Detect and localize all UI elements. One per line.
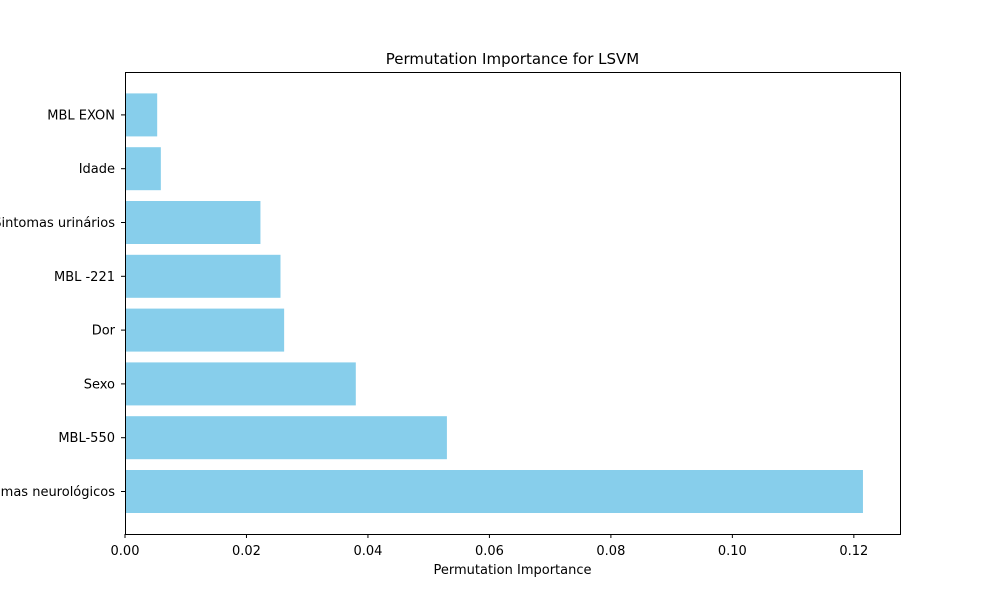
x-tick-label: 0.12 <box>839 544 868 559</box>
y-tick-label: MBL-550 <box>58 431 115 446</box>
plot-frame <box>125 72 901 535</box>
x-axis-label: Permutation Importance <box>434 563 592 578</box>
bar-1 <box>125 416 447 460</box>
x-tick-label: 0.08 <box>596 544 625 559</box>
y-tick-label: Sintomas neurológicos <box>0 485 115 500</box>
bar-3 <box>125 308 285 352</box>
bar-2 <box>125 362 356 406</box>
bar-6 <box>125 147 161 191</box>
bar-7 <box>125 93 158 137</box>
x-tick-label: 0.10 <box>718 544 747 559</box>
x-tick-label: 0.04 <box>353 544 382 559</box>
bar-4 <box>125 254 281 298</box>
y-tick-label: Sexo <box>84 377 115 392</box>
y-axis: Sintomas neurológicos MBL-550 Sexo Dor MBL -… <box>0 108 125 500</box>
bar-0 <box>125 470 863 513</box>
y-tick-label: Sintomas urinários <box>0 216 115 231</box>
x-tick-label: 0.06 <box>475 544 504 559</box>
y-tick-label: MBL -221 <box>54 270 115 285</box>
x-tick-label: 0.02 <box>232 544 261 559</box>
y-tick-label: Idade <box>79 162 115 177</box>
y-tick-label: MBL EXON <box>47 108 115 123</box>
bar-5 <box>125 201 261 244</box>
bars-layer <box>125 93 863 513</box>
x-tick-label: 0.00 <box>111 544 140 559</box>
x-axis: 0.00 0.02 0.04 0.06 0.08 0.10 0.12 <box>111 534 868 559</box>
chart-title: Permutation Importance for LSVM <box>386 50 640 68</box>
y-tick-label: Dor <box>92 324 116 339</box>
